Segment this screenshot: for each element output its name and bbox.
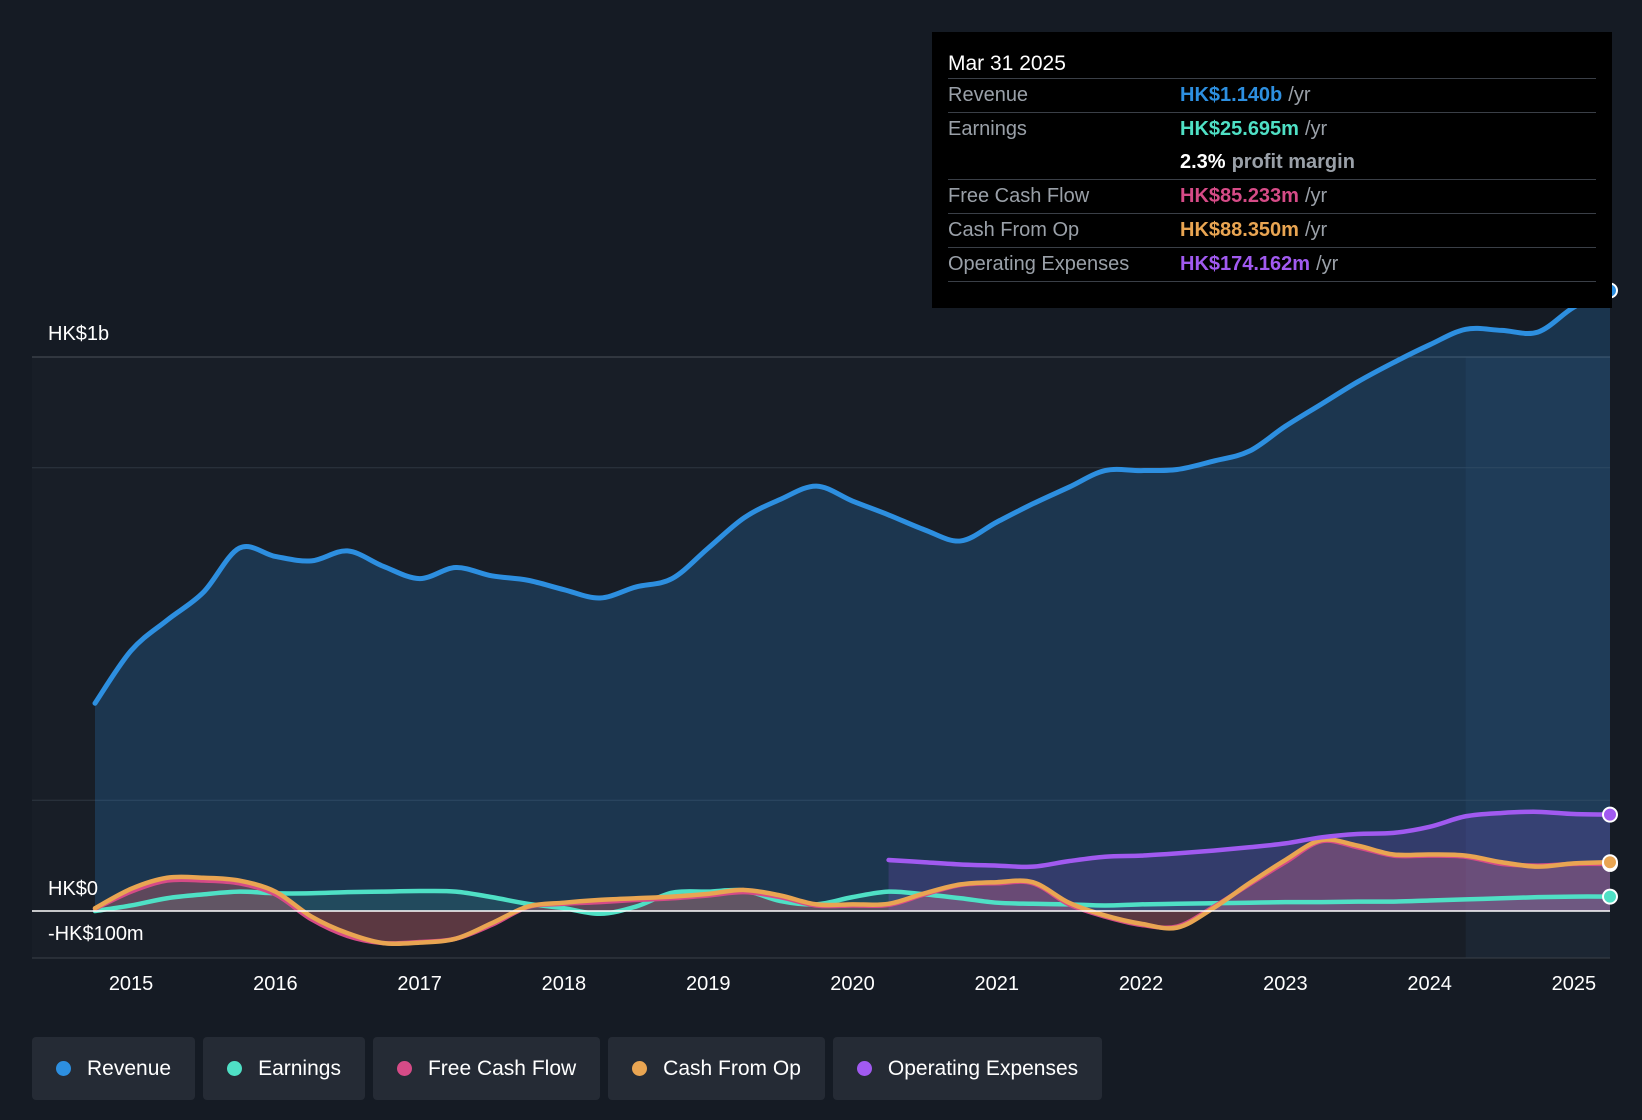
tooltip-value: HK$85.233m xyxy=(1180,185,1299,207)
operating-expenses-endpoint xyxy=(1602,806,1618,823)
tooltip-panel: Mar 31 2025 Revenue HK$1.140b /yr Earnin… xyxy=(932,32,1612,308)
tooltip-value: HK$88.350m xyxy=(1180,219,1299,241)
tooltip-unit: /yr xyxy=(1304,118,1328,140)
tooltip-row-earnings: Earnings HK$25.695m /yr xyxy=(948,112,1596,146)
tooltip-unit: /yr xyxy=(1288,84,1311,106)
revenue-area xyxy=(95,290,1610,911)
operating-expenses-area xyxy=(888,811,1610,911)
tooltip-unit: /yr xyxy=(1304,185,1328,207)
y-label-zero: HK$0 xyxy=(48,878,98,900)
cash-from-op-dot-icon xyxy=(632,1061,648,1076)
earnings-endpoint xyxy=(1602,888,1618,905)
tooltip-unit: profit margin xyxy=(1231,151,1355,173)
tooltip-label: Earnings xyxy=(948,118,1027,140)
legend-item-operating-expenses[interactable]: Operating Expenses xyxy=(832,1037,1103,1100)
y-label-top: HK$1b xyxy=(48,323,109,345)
x-tick-label: 2016 xyxy=(253,973,298,995)
x-tick-label: 2023 xyxy=(1263,973,1308,995)
tooltip-row-revenue: Revenue HK$1.140b /yr xyxy=(948,78,1596,112)
legend-label: Free Cash Flow xyxy=(427,1056,577,1080)
legend-item-cash-from-op[interactable]: Cash From Op xyxy=(608,1037,825,1100)
x-tick-label: 2025 xyxy=(1552,973,1597,995)
legend-item-revenue[interactable]: Revenue xyxy=(32,1037,196,1100)
operating-expenses-line xyxy=(886,809,1613,870)
gridlines xyxy=(32,356,1610,801)
tooltip-label: Operating Expenses xyxy=(948,253,1130,275)
tooltip-date: Mar 31 2025 xyxy=(948,52,1066,75)
tooltip-row-free-cash-flow: Free Cash Flow HK$85.233m /yr xyxy=(948,179,1596,213)
tooltip-row-profit-margin: 2.3% profit margin xyxy=(948,146,1596,179)
tooltip-unit: /yr xyxy=(1304,219,1328,241)
earnings-line xyxy=(92,887,1613,917)
tooltip-unit: /yr xyxy=(1316,253,1339,275)
chart: HK$1b HK$0 -HK$100m 2015 2016 2017 2018 2019… xyxy=(32,282,1618,995)
x-axis-ticks: 2015 2016 2017 2018 2019 2020 2021 2022 2023 2024… xyxy=(109,973,1596,995)
plot-background xyxy=(32,357,1610,958)
earnings-dot-icon xyxy=(227,1061,243,1076)
x-tick-label: 2022 xyxy=(1119,973,1164,995)
tooltip-value: HK$25.695m xyxy=(1180,118,1299,140)
legend-label: Cash From Op xyxy=(663,1056,801,1080)
operating-expenses-dot-icon xyxy=(856,1061,872,1076)
cash-from-op-line xyxy=(92,837,1613,947)
tooltip-row-operating-expenses: Operating Expenses HK$174.162m /yr xyxy=(948,247,1596,282)
x-tick-label: 2018 xyxy=(542,973,587,995)
tooltip-value: 2.3% xyxy=(1180,151,1226,173)
legend-label: Operating Expenses xyxy=(887,1056,1079,1080)
x-tick-label: 2021 xyxy=(975,973,1020,995)
legend-item-free-cash-flow[interactable]: Free Cash Flow xyxy=(372,1037,601,1100)
tooltip-label: Revenue xyxy=(948,84,1029,106)
series-areas xyxy=(95,290,1610,944)
tooltip-row-cash-from-op: Cash From Op HK$88.350m /yr xyxy=(948,213,1596,247)
free-cash-flow-area xyxy=(95,840,1610,944)
x-tick-label: 2019 xyxy=(686,973,731,995)
series-lines xyxy=(92,288,1613,947)
x-tick-label: 2020 xyxy=(830,973,875,995)
x-tick-label: 2017 xyxy=(397,973,442,995)
x-tick-label: 2015 xyxy=(109,973,154,995)
revenue-dot-icon xyxy=(56,1061,71,1076)
tooltip-label: Free Cash Flow xyxy=(948,185,1090,207)
cash-from-op-endpoint xyxy=(1602,854,1618,871)
legend-label: Earnings xyxy=(258,1056,341,1080)
cash-from-op-area xyxy=(95,839,1610,944)
series-endpoints xyxy=(1602,282,1618,905)
free-cash-flow-dot-icon xyxy=(396,1061,412,1076)
tooltip-label: Cash From Op xyxy=(948,219,1080,241)
tooltip-value: HK$174.162m xyxy=(1180,253,1311,275)
x-tick-label: 2024 xyxy=(1407,973,1452,995)
y-label-bottom: -HK$100m xyxy=(48,923,144,945)
revenue-line xyxy=(92,288,1613,706)
legend: Revenue Earnings Free Cash Flow Cash Fro… xyxy=(32,1037,1103,1100)
tooltip-value: HK$1.140b xyxy=(1180,84,1283,106)
legend-item-earnings[interactable]: Earnings xyxy=(203,1037,365,1100)
legend-label: Revenue xyxy=(87,1056,172,1080)
